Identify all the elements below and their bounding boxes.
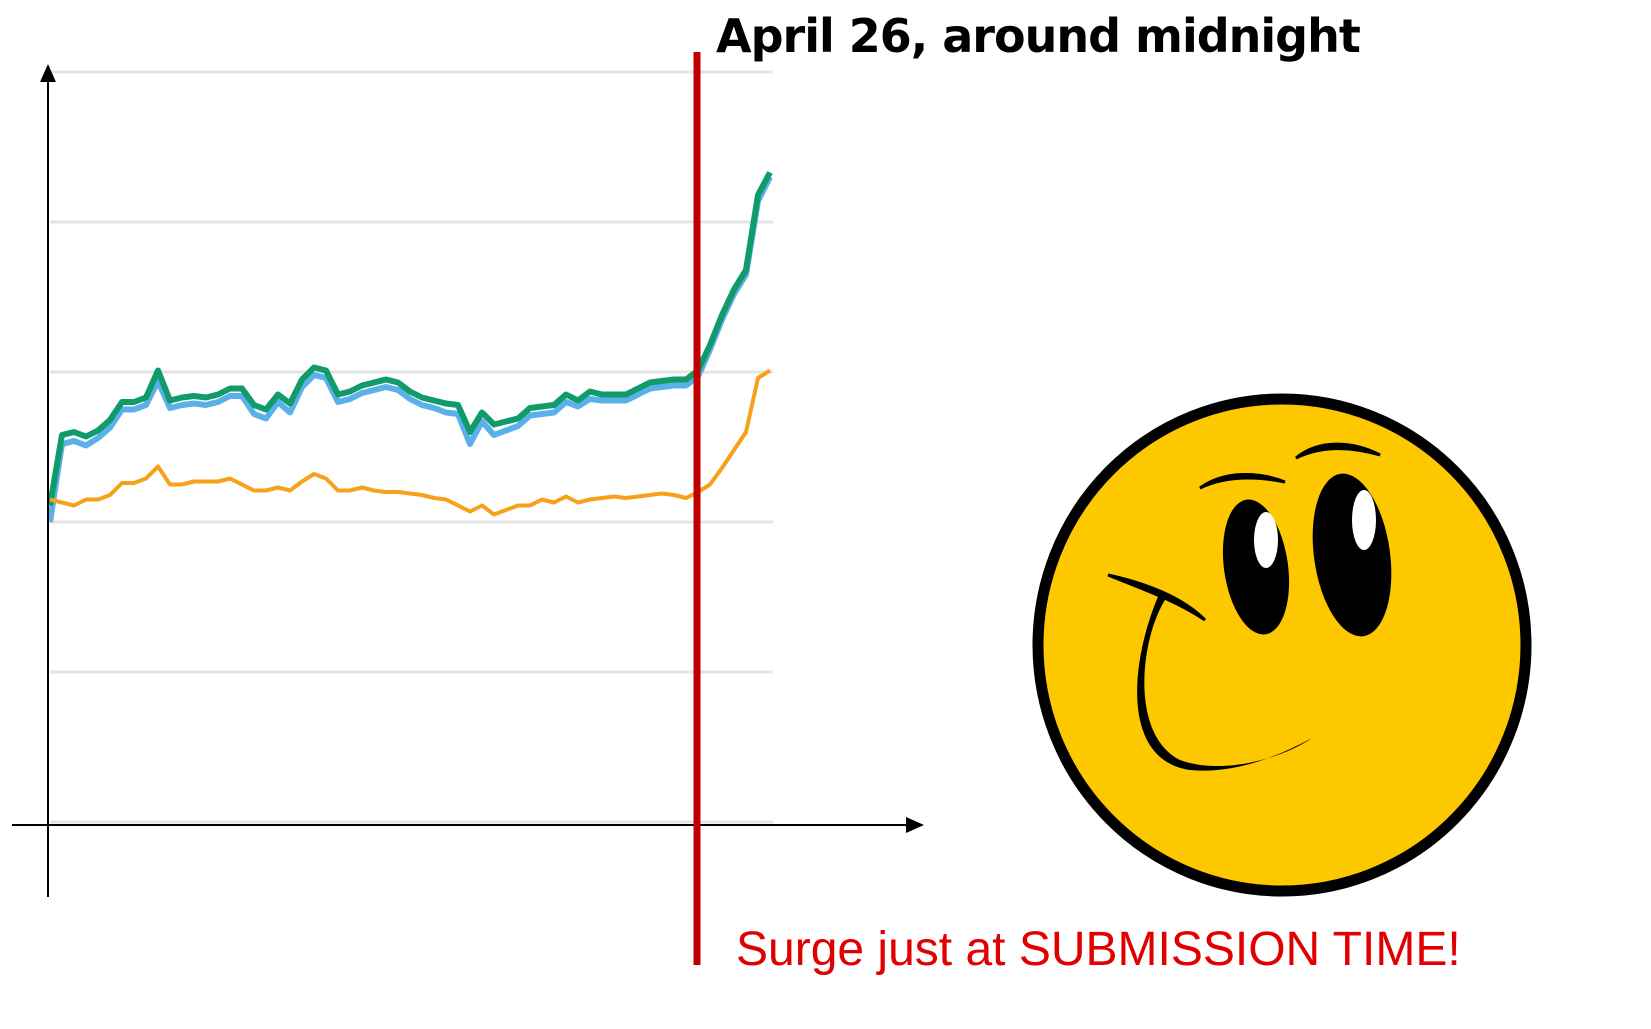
annotation: April 26, around midnight [716, 9, 1360, 63]
lines [47, 171, 773, 523]
series-line [49, 368, 772, 517]
series-line [47, 175, 773, 523]
series-line [47, 171, 773, 507]
grid [50, 70, 773, 824]
smiley [1032, 393, 1532, 897]
annotation: Surge just at SUBMISSION TIME! [736, 923, 1461, 976]
